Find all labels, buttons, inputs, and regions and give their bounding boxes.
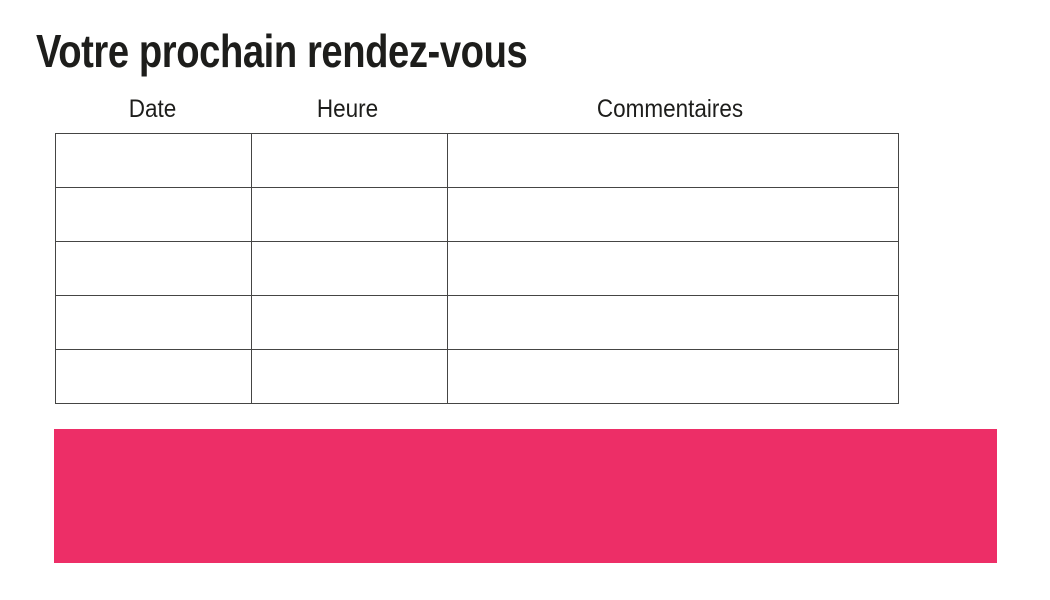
- table-cell[interactable]: [447, 187, 899, 242]
- appointments-table: [55, 133, 899, 404]
- table-cell[interactable]: [447, 349, 899, 404]
- table-cell[interactable]: [251, 133, 448, 188]
- table-cell[interactable]: [55, 295, 252, 350]
- table-cell[interactable]: [55, 349, 252, 404]
- page-title: Votre prochain rendez-vous: [36, 25, 528, 77]
- table-column-headers: Date Heure Commentaires: [55, 92, 895, 126]
- table-row: [55, 295, 899, 350]
- table-cell[interactable]: [55, 133, 252, 188]
- table-cell[interactable]: [55, 241, 252, 296]
- table-cell[interactable]: [55, 187, 252, 242]
- table-row: [55, 133, 899, 188]
- table-cell[interactable]: [447, 133, 899, 188]
- table-row: [55, 349, 899, 404]
- table-cell[interactable]: [251, 187, 448, 242]
- table-cell[interactable]: [251, 241, 448, 296]
- pink-highlight-band: [54, 429, 997, 563]
- table-row: [55, 187, 899, 242]
- column-header-commentaires: Commentaires: [596, 95, 744, 123]
- table-row: [55, 241, 899, 296]
- table-cell[interactable]: [447, 295, 899, 350]
- column-header-heure: Heure: [316, 95, 379, 123]
- table-cell[interactable]: [251, 295, 448, 350]
- column-header-date: Date: [128, 95, 177, 123]
- table-cell[interactable]: [251, 349, 448, 404]
- appointments-table-body: [55, 133, 899, 404]
- table-cell[interactable]: [447, 241, 899, 296]
